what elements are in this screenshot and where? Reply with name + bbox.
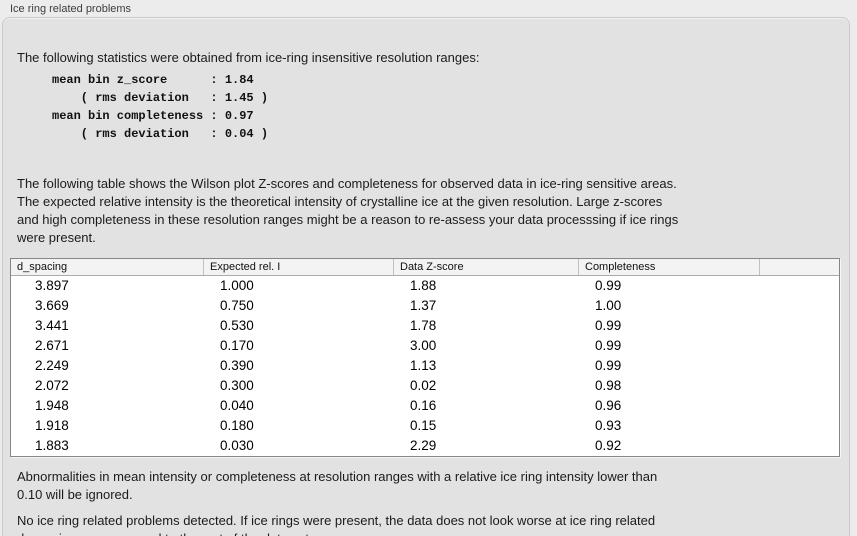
table-cell: 0.390 [220,358,254,373]
table-cell: 0.99 [595,338,622,353]
table-cell: 2.671 [35,338,69,353]
table-cell: 1.13 [410,358,437,373]
table-cell: 0.96 [595,398,622,413]
ice-ring-table[interactable]: d_spacing Expected rel. I Data Z-score C… [10,258,840,457]
table-cell: 0.750 [220,298,254,313]
table-cell: 0.92 [595,438,622,453]
table-cell: 2.072 [35,378,69,393]
table-cell: 1.00 [595,298,622,313]
table-cell [760,316,839,336]
table-cell [760,276,839,296]
stats-summary-block: mean bin z_score : 1.84 ( rms deviation … [52,73,269,141]
table-row[interactable]: 1.948 0.040 0.16 0.96 [11,396,839,416]
table-cell: 3.897 [35,278,69,293]
table-cell: 0.99 [595,318,622,333]
intro-text: The following statistics were obtained f… [17,50,480,65]
table-cell [760,296,839,316]
table-body: 3.897 1.000 1.88 0.99 3.669 0.750 1.37 1.00 3.44… [11,276,839,456]
table-cell: 1.78 [410,318,437,333]
table-row[interactable]: 3.897 1.000 1.88 0.99 [11,276,839,296]
column-header-completeness[interactable]: Completeness [579,259,760,275]
table-row[interactable]: 3.441 0.530 1.78 0.99 [11,316,839,336]
table-cell: 1.883 [35,438,69,453]
table-cell: 0.98 [595,378,622,393]
table-cell [760,396,839,416]
groupbox: The following statistics were obtained f… [2,17,850,536]
table-description-text: The following table shows the Wilson plo… [17,176,679,245]
table-cell: 0.99 [595,358,622,373]
table-cell: 0.15 [410,418,437,433]
table-cell: 0.02 [410,378,437,393]
table-cell [760,436,839,456]
table-cell [760,376,839,396]
table-row[interactable]: 2.072 0.300 0.02 0.98 [11,376,839,396]
table-row[interactable]: 1.918 0.180 0.15 0.93 [11,416,839,436]
table-cell: 0.170 [220,338,254,353]
table-cell: 0.180 [220,418,254,433]
table-cell: 1.948 [35,398,69,413]
table-row[interactable]: 2.671 0.170 3.00 0.99 [11,336,839,356]
table-cell: 1.000 [220,278,254,293]
table-cell: 1.88 [410,278,437,293]
table-row[interactable]: 2.249 0.390 1.13 0.99 [11,356,839,376]
table-cell: 0.040 [220,398,254,413]
table-cell: 2.249 [35,358,69,373]
table-cell: 0.530 [220,318,254,333]
column-header-empty [760,259,839,275]
table-header-row: d_spacing Expected rel. I Data Z-score C… [11,259,839,276]
column-header-expected-rel-i[interactable]: Expected rel. I [204,259,394,275]
table-cell: 0.030 [220,438,254,453]
conclusion-text: No ice ring related problems detected. I… [17,513,656,536]
table-cell: 0.16 [410,398,437,413]
column-header-data-z-score[interactable]: Data Z-score [394,259,579,275]
table-cell: 3.441 [35,318,69,333]
table-cell [760,416,839,436]
table-cell: 3.00 [410,338,437,353]
table-row[interactable]: 3.669 0.750 1.37 1.00 [11,296,839,316]
table-cell [760,356,839,376]
table-cell: 0.93 [595,418,622,433]
table-cell [760,336,839,356]
table-cell: 0.99 [595,278,622,293]
table-cell: 2.29 [410,438,437,453]
table-cell: 0.300 [220,378,254,393]
table-cell: 3.669 [35,298,69,313]
ignore-note-text: Abnormalities in mean intensity or compl… [17,469,658,502]
panel-title: Ice ring related problems [10,3,132,15]
table-row[interactable]: 1.883 0.030 2.29 0.92 [11,436,839,456]
column-header-d-spacing[interactable]: d_spacing [11,259,204,275]
table-cell: 1.918 [35,418,69,433]
table-cell: 1.37 [410,298,437,313]
